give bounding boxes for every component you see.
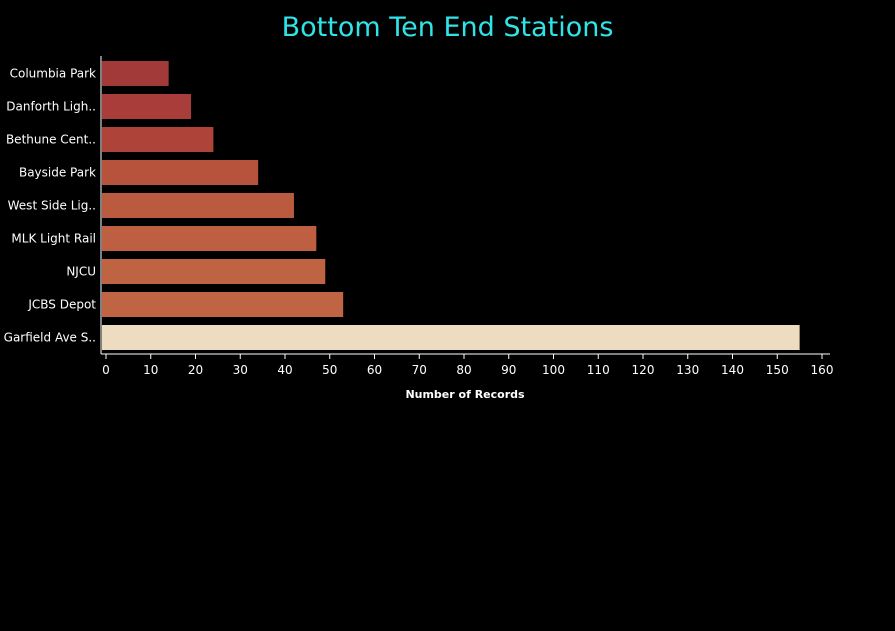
x-tick-label-1: 10 bbox=[143, 363, 158, 377]
bar-7[interactable] bbox=[102, 292, 344, 317]
category-label-6: NJCU bbox=[66, 265, 96, 279]
x-tick-label-0: 0 bbox=[102, 363, 110, 377]
x-tick-label-11: 110 bbox=[587, 363, 610, 377]
x-tick-label-8: 80 bbox=[456, 363, 471, 377]
bar-5[interactable] bbox=[102, 226, 317, 251]
bar-1[interactable] bbox=[102, 94, 192, 119]
bar-3[interactable] bbox=[102, 160, 259, 185]
x-tick-label-12: 120 bbox=[632, 363, 655, 377]
category-label-2: Bethune Cent.. bbox=[6, 133, 96, 147]
x-tick-label-5: 50 bbox=[322, 363, 337, 377]
x-tick-label-9: 90 bbox=[501, 363, 516, 377]
bar-4[interactable] bbox=[102, 193, 294, 218]
x-ticks-layer: 0 10 20 30 40 50 60 70 80 90 100 110 120 130 140 150 160 bbox=[102, 354, 833, 377]
x-axis-title: Number of Records bbox=[405, 388, 525, 401]
category-label-4: West Side Lig.. bbox=[8, 199, 96, 213]
x-tick-label-4: 40 bbox=[277, 363, 292, 377]
x-tick-label-7: 70 bbox=[412, 363, 427, 377]
category-labels-layer: Columbia Park Danforth Ligh.. Bethune Cent… bbox=[4, 67, 97, 345]
bar-6[interactable] bbox=[102, 259, 326, 284]
category-label-8: Garfield Ave S.. bbox=[4, 331, 96, 345]
x-tick-label-2: 20 bbox=[188, 363, 203, 377]
bars-layer bbox=[102, 61, 800, 350]
category-label-0: Columbia Park bbox=[10, 67, 96, 81]
category-label-5: MLK Light Rail bbox=[11, 232, 96, 246]
x-tick-label-13: 130 bbox=[676, 363, 699, 377]
x-tick-label-6: 60 bbox=[367, 363, 382, 377]
bar-8[interactable] bbox=[102, 325, 800, 350]
bar-0[interactable] bbox=[102, 61, 169, 86]
category-label-3: Bayside Park bbox=[19, 166, 96, 180]
chart-title: Bottom Ten End Stations bbox=[281, 12, 614, 43]
x-tick-label-15: 150 bbox=[766, 363, 789, 377]
x-tick-label-10: 100 bbox=[542, 363, 565, 377]
x-tick-label-14: 140 bbox=[721, 363, 744, 377]
x-tick-label-3: 30 bbox=[233, 363, 248, 377]
x-tick-label-16: 160 bbox=[811, 363, 834, 377]
category-label-7: JCBS Depot bbox=[27, 298, 96, 312]
bar-2[interactable] bbox=[102, 127, 214, 152]
category-label-1: Danforth Ligh.. bbox=[6, 100, 96, 114]
